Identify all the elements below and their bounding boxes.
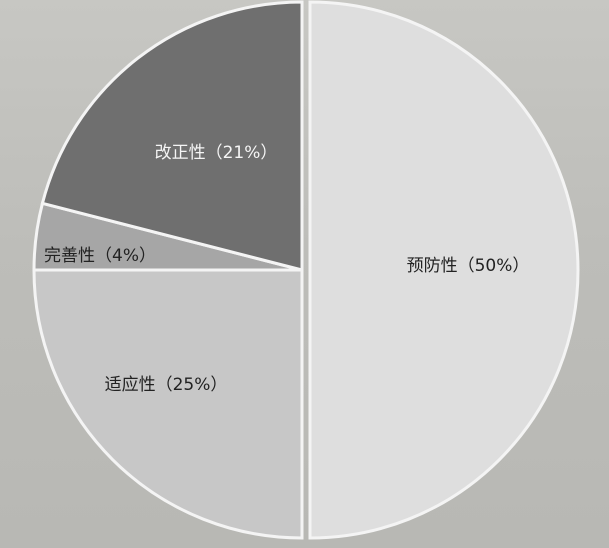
pie-slice-适应性	[32, 268, 304, 540]
pie-labels: 预防性（50%） 适应性（25%） 完善性（4%） 改正性（21%）	[44, 143, 529, 395]
pie-label-完善性: 完善性（4%）	[44, 246, 156, 266]
pie-slice-改正性	[40, 0, 304, 272]
pie-slice-预防性	[308, 0, 580, 540]
pie-label-适应性: 适应性（25%）	[105, 375, 228, 395]
pie-slices	[32, 0, 580, 540]
pie-label-改正性: 改正性（21%）	[155, 143, 278, 163]
pie-label-预防性: 预防性（50%）	[407, 256, 530, 276]
